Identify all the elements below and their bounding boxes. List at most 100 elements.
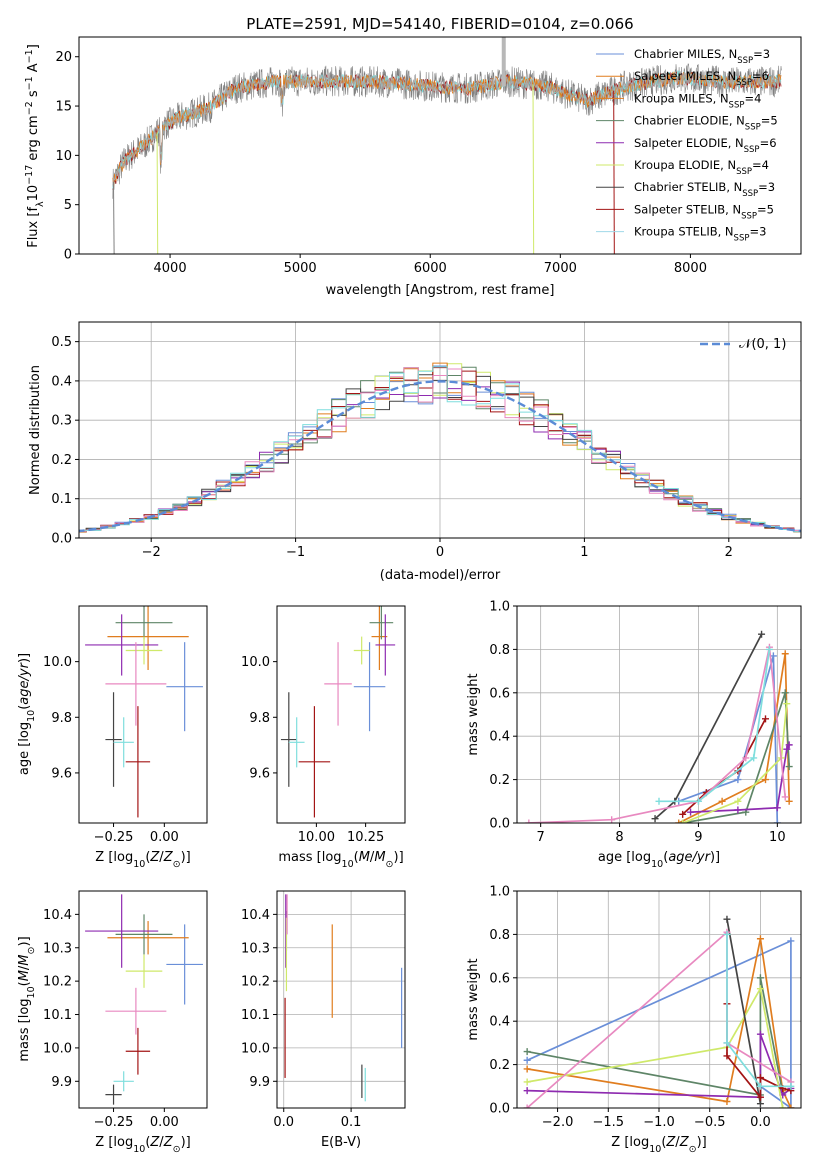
error-bar-point — [105, 692, 122, 787]
weight-marker — [525, 819, 533, 823]
x-tick-label: 9 — [694, 830, 702, 845]
y-tick-label: 10.1 — [241, 1008, 270, 1023]
y-tick-label: 9.8 — [249, 711, 270, 726]
y-tick-label: 10.3 — [241, 941, 270, 956]
y-tick-label: 10.0 — [43, 1041, 72, 1056]
x-tick-label: 10 — [769, 830, 786, 845]
axes-frame — [78, 890, 208, 1109]
error-bar-point — [113, 717, 134, 768]
axes-frame — [276, 605, 406, 824]
plot-area — [79, 362, 801, 533]
weight-marker — [785, 763, 793, 771]
y-tick-label: 0.4 — [489, 730, 510, 745]
y-axis-label: age [log10(age/yr)] — [17, 653, 37, 775]
age-vs-mass-panel: 10.00 10.25 9.6 9.8 10.0 mass [log10(M/M⊙)] — [241, 605, 406, 870]
mass-vs-ebv-panel: 0.0 0.1 9.9 10.0 10.1 10.2 10.3 10.4 E(B-V) — [241, 890, 406, 1150]
weight-marker — [687, 808, 695, 816]
weight-marker — [679, 810, 687, 818]
y-tick-label: 10.0 — [241, 655, 270, 670]
legend-entry: 𝒩(0, 1) — [739, 337, 786, 352]
weight-marker — [779, 1104, 787, 1108]
x-tick-label: −2 — [142, 545, 161, 560]
weight-marker — [694, 797, 702, 805]
mass-weight-vs-metallicity-panel: −2.0 −1.5 −1.0 −0.5 0.0 0.0 0.2 0.4 0.6 0.8 1.0 Z [… — [466, 885, 802, 1155]
weight-marker — [718, 797, 726, 805]
legend-entry: Salpeter ELODIE, NSSP=6 — [634, 136, 777, 155]
error-bar-point — [298, 706, 331, 818]
x-tick-label: −2.0 — [542, 1115, 574, 1130]
y-tick-label: 0.4 — [51, 374, 72, 389]
weight-series — [682, 692, 791, 823]
weight-marker — [756, 935, 764, 943]
error-bar-point — [353, 636, 370, 665]
x-tick-label: −0.25 — [94, 830, 134, 845]
x-tick-label: 6000 — [414, 261, 447, 276]
y-tick-label: 0.6 — [489, 686, 510, 701]
weight-marker — [734, 776, 742, 784]
x-tick-label: 0.1 — [341, 1115, 362, 1130]
weight-marker — [783, 700, 791, 708]
error-bar-point — [166, 642, 203, 732]
error-bar-point — [125, 706, 151, 818]
y-tick-label: 10 — [55, 149, 72, 164]
y-tick-label: 10.2 — [241, 975, 270, 990]
y-tick-label: 9.6 — [249, 766, 270, 781]
weight-series — [726, 934, 791, 1088]
residual-histogram — [79, 366, 801, 533]
error-bar-point — [113, 1071, 134, 1092]
x-tick-label: 10.25 — [347, 830, 384, 845]
x-tick-label: −1.5 — [592, 1115, 624, 1130]
error-bar-point — [107, 921, 189, 955]
chart-title: PLATE=2591, MJD=54140, FIBERID=0104, z=0… — [246, 15, 633, 33]
plot-area — [523, 915, 795, 1108]
plot-area — [85, 606, 203, 818]
weight-marker — [742, 754, 750, 762]
weight-marker — [756, 1093, 764, 1101]
weight-series — [659, 649, 771, 803]
x-tick-label: 8 — [615, 830, 623, 845]
weight-marker — [523, 1087, 531, 1095]
error-bar-point — [105, 1084, 122, 1105]
error-bar-point — [125, 636, 163, 665]
plot-area — [280, 606, 396, 818]
spectrum-dropout — [112, 181, 115, 254]
gaussian-curve — [79, 380, 801, 533]
y-tick-label: 10.0 — [241, 1041, 270, 1056]
axes-frame — [276, 890, 406, 1109]
weight-marker — [773, 819, 781, 823]
weight-marker — [781, 793, 789, 801]
y-tick-label: 10.0 — [43, 655, 72, 670]
y-axis-label: Normed distribution — [28, 365, 43, 495]
x-tick-label: 0 — [436, 545, 444, 560]
y-tick-label: 0.0 — [489, 817, 510, 832]
error-bar-point — [115, 914, 173, 955]
y-tick-label: 15 — [55, 100, 72, 115]
legend-entry: Chabrier STELIB, NSSP=3 — [634, 180, 775, 199]
x-tick-label: 7000 — [544, 261, 577, 276]
weight-marker — [781, 650, 789, 658]
weight-marker — [734, 806, 742, 814]
plot-area — [284, 894, 403, 1102]
weight-marker — [787, 1104, 795, 1108]
legend-entry: Chabrier ELODIE, NSSP=5 — [634, 114, 778, 133]
error-bar-point — [85, 894, 159, 968]
weight-series — [526, 939, 792, 1108]
plot-area — [85, 894, 203, 1105]
x-tick-label: 10.00 — [298, 830, 335, 845]
error-bar-point — [371, 606, 388, 670]
error-bar-point — [105, 987, 167, 1035]
y-tick-label: 0.5 — [51, 335, 72, 350]
y-axis-label: Flux [fλ10−17 erg cm−2 s−1 A−1] — [24, 44, 46, 248]
weight-series — [682, 703, 788, 823]
spectrum-dropout — [613, 90, 615, 254]
error-bar-point — [353, 642, 386, 732]
x-tick-label: 0.00 — [150, 1115, 179, 1130]
plot-area — [525, 630, 793, 823]
y-tick-label: 0.0 — [51, 532, 72, 547]
y-tick-label: 0.2 — [51, 453, 72, 468]
error-bar-point — [125, 1027, 151, 1075]
weight-marker — [723, 1052, 731, 1060]
y-tick-label: 9.8 — [51, 711, 72, 726]
error-bar-point — [280, 692, 297, 787]
